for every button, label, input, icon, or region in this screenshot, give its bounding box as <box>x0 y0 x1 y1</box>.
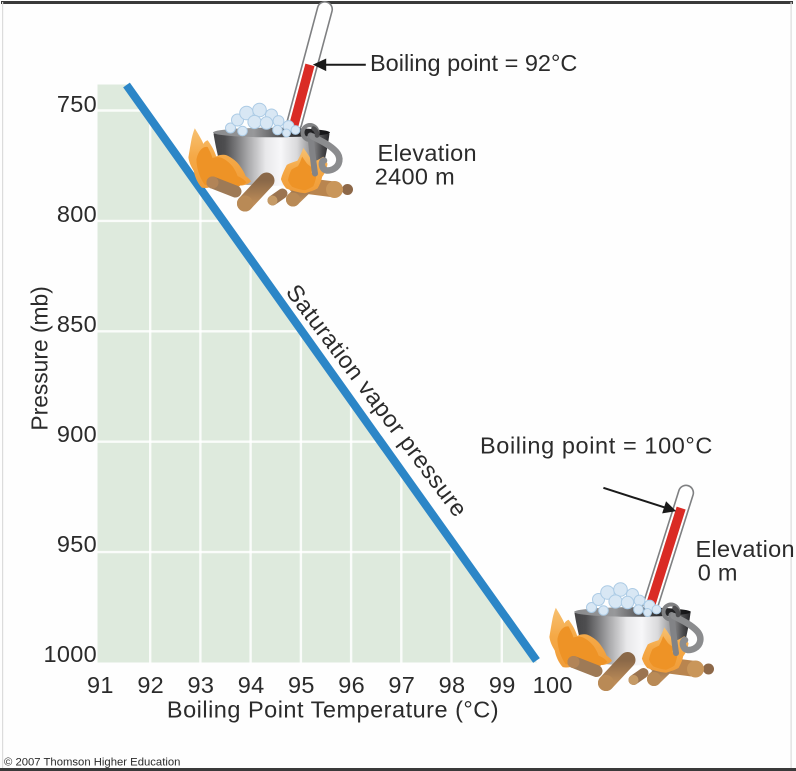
svg-text:900: 900 <box>57 421 97 447</box>
svg-text:2400 m: 2400 m <box>375 163 455 189</box>
svg-text:1000: 1000 <box>44 641 97 667</box>
svg-text:99: 99 <box>489 672 516 698</box>
svg-text:Pressure (mb): Pressure (mb) <box>27 286 53 430</box>
svg-text:Elevation: Elevation <box>696 536 795 562</box>
svg-text:© 2007 Thomson Higher Educatio: © 2007 Thomson Higher Education <box>4 757 180 769</box>
svg-text:94: 94 <box>238 672 265 698</box>
svg-text:0 m: 0 m <box>698 559 738 585</box>
svg-text:96: 96 <box>338 672 365 698</box>
svg-text:800: 800 <box>57 201 97 227</box>
svg-text:92: 92 <box>137 672 164 698</box>
svg-text:Boiling Point Temperature (°C): Boiling Point Temperature (°C) <box>167 697 499 723</box>
svg-text:93: 93 <box>188 672 215 698</box>
svg-text:Boiling point = 100°C: Boiling point = 100°C <box>480 432 713 458</box>
svg-text:Elevation: Elevation <box>378 140 477 166</box>
svg-text:100: 100 <box>533 672 573 698</box>
svg-text:Boiling point = 92°C: Boiling point = 92°C <box>370 50 577 76</box>
svg-text:97: 97 <box>388 672 415 698</box>
svg-text:98: 98 <box>439 672 466 698</box>
svg-text:95: 95 <box>288 672 315 698</box>
svg-text:91: 91 <box>87 672 114 698</box>
svg-text:850: 850 <box>57 311 97 337</box>
svg-text:750: 750 <box>57 91 97 117</box>
svg-text:950: 950 <box>57 531 97 557</box>
